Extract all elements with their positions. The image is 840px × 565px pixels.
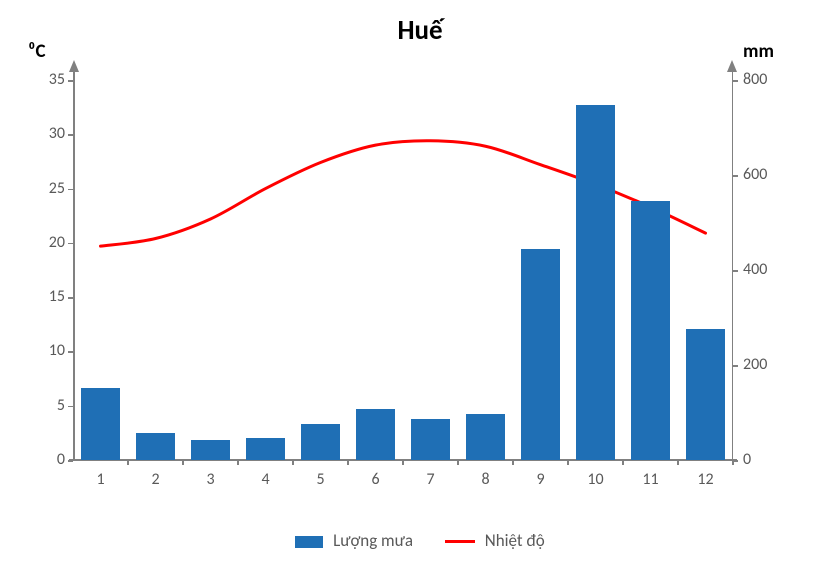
y-left-tick-label: 0 — [25, 452, 65, 468]
rainfall-bar — [631, 201, 670, 460]
x-tick — [622, 460, 624, 465]
x-tick — [512, 460, 514, 465]
y-right-tick-label: 800 — [743, 72, 793, 88]
y-left-tick — [68, 351, 73, 353]
x-tick-label: 3 — [191, 472, 231, 488]
x-tick — [347, 460, 349, 465]
rainfall-bar — [191, 440, 230, 460]
x-tick-label: 12 — [686, 472, 726, 488]
x-tick-label: 2 — [136, 472, 176, 488]
x-tick — [567, 460, 569, 465]
y-left-tick-label: 20 — [25, 235, 65, 251]
rainfall-bar — [136, 433, 175, 460]
y-left-tick-label: 10 — [25, 343, 65, 359]
x-tick-label: 9 — [521, 472, 561, 488]
temperature-line — [101, 141, 706, 246]
climate-chart: Huế ⁰C mm Lượng mưa Nhiệt độ 05101520253… — [0, 0, 840, 565]
x-tick-label: 8 — [466, 472, 506, 488]
legend-swatch-temperature — [445, 540, 475, 543]
x-tick-label: 1 — [81, 472, 121, 488]
y-left-tick-label: 25 — [25, 181, 65, 197]
x-tick-label: 10 — [576, 472, 616, 488]
y-right-tick — [733, 175, 738, 177]
legend-swatch-rainfall — [295, 536, 323, 548]
x-tick-label: 5 — [301, 472, 341, 488]
y-left-tick — [68, 406, 73, 408]
chart-title: Huế — [0, 14, 840, 47]
x-tick — [457, 460, 459, 465]
plot-area — [73, 80, 733, 460]
y-left-tick-label: 30 — [25, 126, 65, 142]
y-left-axis-label: ⁰C — [28, 40, 46, 63]
x-tick-label: 11 — [631, 472, 671, 488]
rainfall-bar — [246, 438, 285, 460]
y-right-tick — [733, 270, 738, 272]
y-right-tick-label: 400 — [743, 262, 793, 278]
y-left-arrow — [69, 60, 79, 72]
y-left-tick — [68, 189, 73, 191]
x-tick-label: 4 — [246, 472, 286, 488]
rainfall-bar — [521, 249, 560, 460]
y-left-tick-label: 15 — [25, 289, 65, 305]
y-right-tick — [733, 365, 738, 367]
legend-label-rainfall: Lượng mưa — [333, 530, 413, 551]
legend: Lượng mưa Nhiệt độ — [0, 530, 840, 551]
y-right-tick-label: 600 — [743, 167, 793, 183]
y-right-axis-label: mm — [743, 40, 774, 63]
x-tick — [732, 460, 734, 465]
x-tick — [127, 460, 129, 465]
y-left-tick — [68, 134, 73, 136]
x-tick — [677, 460, 679, 465]
y-right-tick — [733, 80, 738, 82]
x-tick — [237, 460, 239, 465]
x-tick — [182, 460, 184, 465]
x-tick-label: 6 — [356, 472, 396, 488]
y-left-tick — [68, 297, 73, 299]
rainfall-bar — [466, 414, 505, 460]
rainfall-bar — [411, 419, 450, 460]
y-right-arrow — [727, 60, 737, 72]
y-left-tick — [68, 80, 73, 82]
x-tick — [402, 460, 404, 465]
y-right-tick-label: 200 — [743, 357, 793, 373]
rainfall-bar — [356, 409, 395, 460]
y-left-tick-label: 5 — [25, 398, 65, 414]
y-left-tick-label: 35 — [25, 72, 65, 88]
rainfall-bar — [81, 388, 120, 460]
rainfall-bar — [301, 424, 340, 460]
x-tick-label: 7 — [411, 472, 451, 488]
y-left-tick — [68, 460, 73, 462]
x-tick — [292, 460, 294, 465]
y-right-tick — [733, 460, 738, 462]
y-right-tick-label: 0 — [743, 452, 793, 468]
legend-label-temperature: Nhiệt độ — [485, 530, 545, 551]
y-left-tick — [68, 243, 73, 245]
rainfall-bar — [576, 105, 615, 460]
rainfall-bar — [686, 329, 725, 460]
